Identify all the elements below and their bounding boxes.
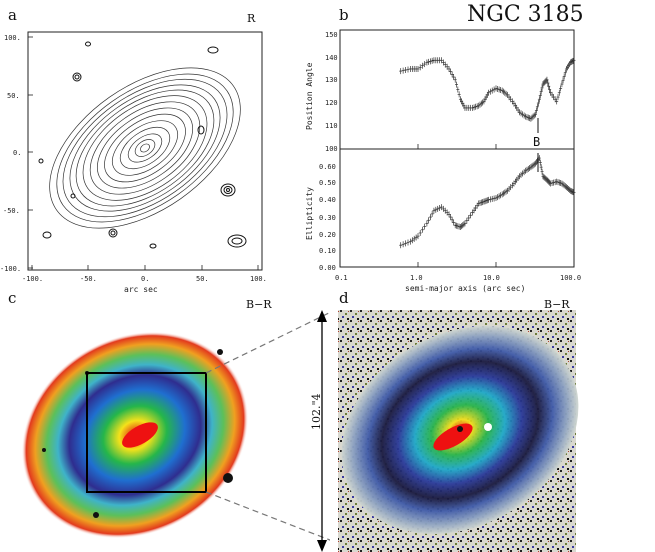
contour-ticks [28,36,259,270]
panel-b-xlabel: semi-major axis (arc sec) [405,284,525,293]
ell-ytick: 0.60 [319,163,336,171]
profile-plots: 150 140 130 120 110 100 0.60 0.50 0.40 0… [305,29,581,293]
color-core [122,422,158,448]
xtick-b-0: 0.1 [335,274,348,282]
panel-d-letter: d [339,289,349,307]
zoom-connector-top [205,311,330,374]
profile-xtick-labels: 0.1 1.0 10.0 100.0 [335,274,581,282]
ytick-a-0: 100. [4,34,21,42]
zoom-star [484,423,492,431]
pa-ytick: 140 [325,54,338,62]
panel-a-xlabel: arc sec [124,285,158,294]
scale-arrow-head-bottom [317,540,327,552]
ytick-a-4: -100. [0,265,21,273]
contour-xticks: -100. -50. 0. 50. 100. [22,275,267,283]
ell-ytick: 0.20 [319,231,336,239]
contour-plot: 100. 50. 0. -50. -100. -100. -50. 0. 50.… [0,31,267,294]
zoom-connector-bottom [205,491,330,541]
scale-label: 102."4 [310,393,323,430]
zoom-nucleus [457,426,463,432]
pa-ylabel: Position Angle [305,62,314,130]
pa-ytick: 100 [325,145,338,153]
bar-marker-label: B [533,135,540,149]
ell-ytick: 0.40 [319,196,336,204]
zoom-box [86,372,207,493]
ytick-a-3: -50. [3,207,20,215]
isophote-contours [49,67,241,229]
color-map-c [21,311,330,541]
ell-ytick: 0.50 [319,179,336,187]
pa-ytick: 130 [325,76,338,84]
contour-yticks: 100. 50. 0. -50. -100. [0,34,21,273]
ell-frame [339,148,575,268]
ell-ytick: 0.00 [319,264,336,272]
xtick-a-4: 100. [250,275,267,283]
ytick-a-2: 0. [13,149,21,157]
xtick-b-2: 10.0 [483,274,500,282]
zoom-core [433,423,473,451]
pa-ytick: 110 [325,122,338,130]
panel-a-band: R [247,12,256,25]
pa-ytick: 150 [325,31,338,39]
ell-ytick: 0.10 [319,247,336,255]
ell-ylabel: Ellipticity [305,187,314,240]
pa-ytick-labels: 150 140 130 120 110 100 [325,31,338,153]
xtick-b-3: 100.0 [560,274,581,282]
pa-ytick: 120 [325,99,338,107]
xtick-a-3: 50. [196,275,209,283]
color-map-d [317,310,579,552]
panel-a-letter: a [8,6,17,24]
star-contours [38,41,247,249]
pa-series [399,57,576,122]
xtick-a-2: 0. [141,275,149,283]
ell-ytick-labels: 0.60 0.50 0.40 0.30 0.20 0.10 0.00 [319,163,336,272]
xtick-a-0: -100. [22,275,43,283]
xtick-b-1: 1.0 [410,274,423,282]
panel-d-band: B−R [544,298,570,311]
ell-ytick: 0.30 [319,214,336,222]
ell-series [399,155,576,249]
ytick-a-1: 50. [7,92,20,100]
panel-c-letter: c [8,289,17,307]
profile-tick-marks [339,144,575,267]
xtick-a-1: -50. [80,275,97,283]
panel-b-letter: b [339,6,349,24]
scale-arrow-head-top [317,310,327,322]
galaxy-title: NGC 3185 [467,2,584,27]
panel-c-band: B−R [246,298,272,311]
